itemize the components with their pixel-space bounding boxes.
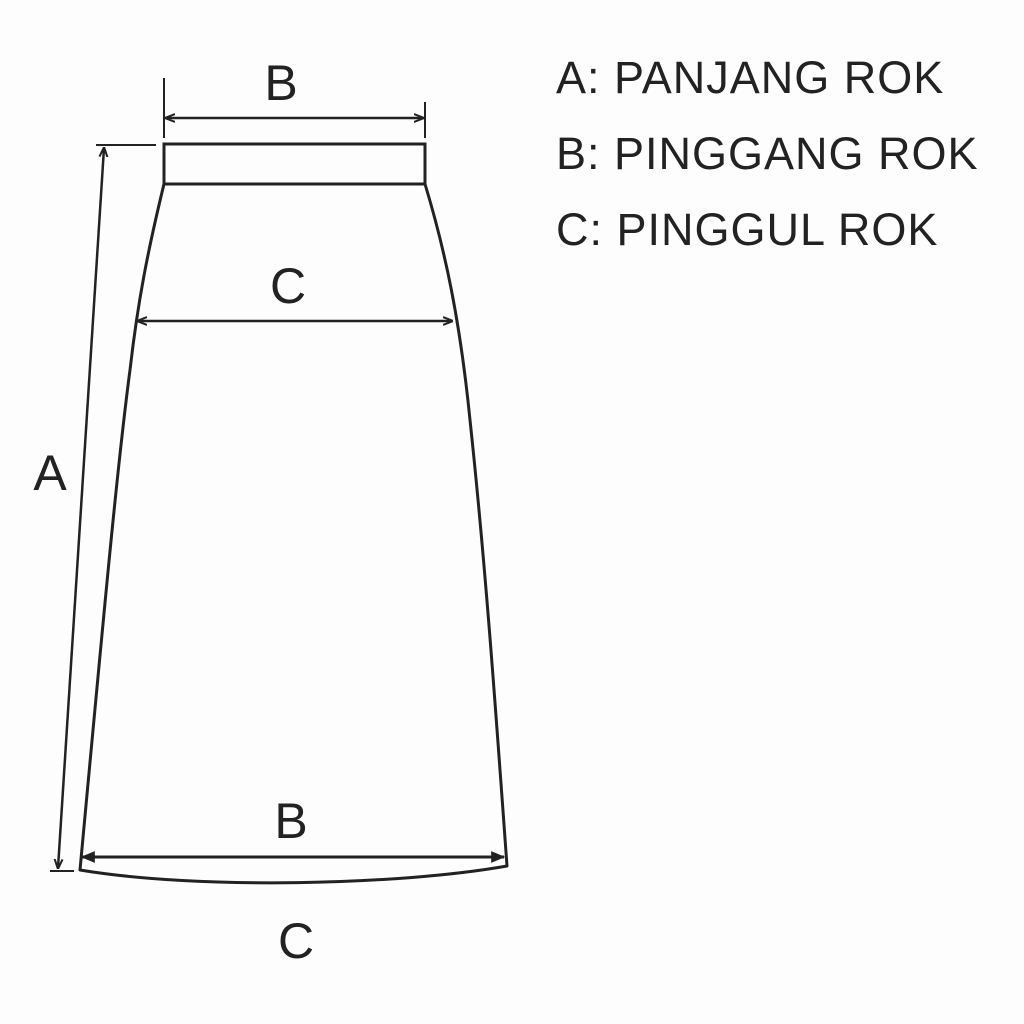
waist-dimension-label: B	[264, 55, 297, 111]
legend-item-hip: C: PINGGUL ROK	[556, 204, 939, 255]
hem-dimension-label: B	[274, 793, 307, 849]
bottom-curve-label: C	[278, 913, 314, 969]
skirt-body-outline	[78, 183, 509, 885]
legend-item-waist: B: PINGGANG ROK	[556, 128, 979, 179]
length-dimension-label: A	[33, 445, 67, 501]
hip-dimension-label: C	[270, 258, 306, 314]
length-dimension-arrow	[58, 148, 104, 868]
measurement-legend: A: PANJANG ROK B: PINGGANG ROK C: PINGGU…	[556, 40, 979, 268]
legend-item-length: A: PANJANG ROK	[556, 52, 945, 103]
waistband	[162, 142, 427, 186]
